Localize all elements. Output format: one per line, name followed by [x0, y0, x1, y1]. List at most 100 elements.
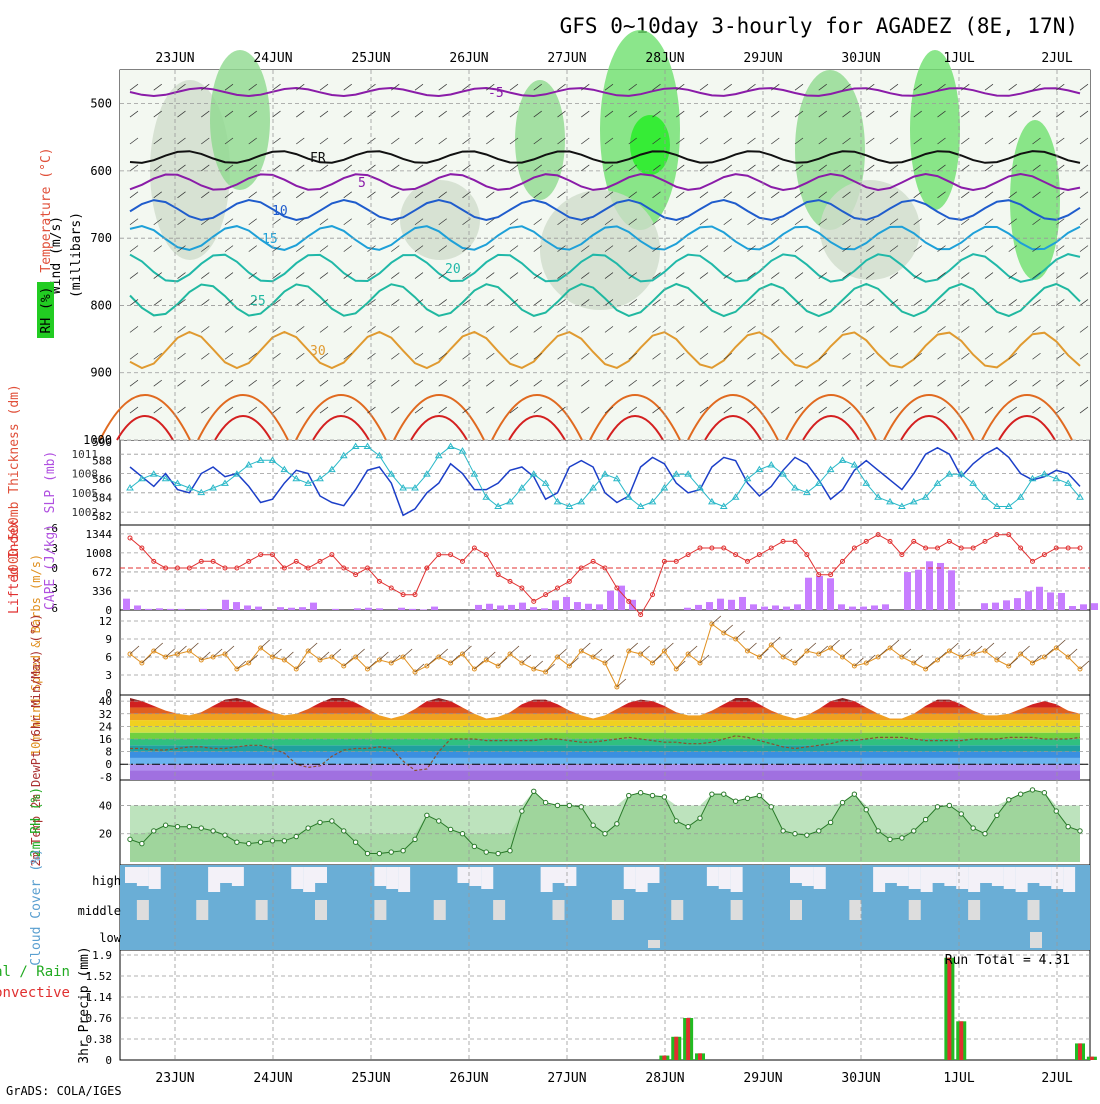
wind-speed-point [1030, 660, 1035, 666]
wind-barb [866, 406, 875, 414]
wind-barb [153, 352, 162, 360]
cape-tick-label: 336 [92, 585, 112, 598]
lifted-index-point [828, 572, 834, 578]
rh2m-point [210, 828, 216, 834]
lifted-index-point [709, 545, 715, 551]
wind-barb [391, 83, 400, 91]
wind-barb [794, 110, 804, 118]
rh2m-point [614, 821, 620, 827]
wind-barb [272, 299, 281, 306]
wind-barb [1032, 352, 1041, 360]
rh2m-point [970, 825, 976, 831]
wind-barb [604, 218, 614, 226]
isotherm-line [312, 415, 370, 441]
wind-barb [581, 245, 590, 252]
thickness-point [458, 447, 467, 454]
wind-barb [818, 164, 827, 172]
dewpoint-line [130, 735, 1081, 772]
cloud-high-gap [291, 867, 304, 889]
wind-barb [129, 191, 139, 199]
wind-barb [165, 648, 175, 658]
wind-barb [866, 110, 875, 118]
wind-barb [177, 379, 186, 387]
wind-speed-point [436, 654, 442, 660]
cloud-high-gap [932, 867, 945, 883]
lifted-index-point [495, 572, 501, 578]
wind-barb [1032, 137, 1041, 145]
wind-barb [296, 379, 305, 387]
wind-speed-point [875, 654, 881, 660]
wind-barb [248, 164, 257, 172]
wind-barb [1056, 352, 1065, 360]
rh2m-point [127, 836, 133, 843]
wind-barb [224, 406, 234, 414]
wind-barb [794, 218, 804, 226]
thickness-point [696, 484, 704, 491]
wind-barb [486, 83, 495, 91]
thickness-point [292, 474, 301, 482]
pressure-tick-label: 600 [90, 164, 112, 178]
cape-bar [255, 606, 262, 610]
date-tick-label-bottom: 27JUN [547, 1071, 586, 1086]
cape-tick-label: 1008 [86, 547, 113, 560]
wind-speed-point [721, 630, 727, 636]
rh2m-point [519, 808, 525, 814]
wind-barb [343, 137, 352, 145]
wind-barb [723, 218, 732, 226]
rh2m-point [863, 806, 869, 813]
lifted-index-point [590, 558, 596, 564]
lifted-index-point [768, 545, 774, 551]
wind-speed-point [946, 648, 952, 654]
wind-barb [961, 406, 970, 414]
rh2m-point [875, 828, 881, 834]
wind-barb [628, 137, 637, 145]
wind-barb [628, 218, 637, 226]
ylabel-temp2m: 2m Temp 2m DewPt (6hr Min/Max) (°C) [29, 614, 43, 867]
wind-barb [177, 191, 186, 199]
date-tick-label-top: 24JUN [253, 51, 292, 66]
wind-barb [177, 137, 186, 145]
isotherm-line [393, 394, 485, 441]
cloud-high-gap [540, 867, 553, 892]
cloud-middle-gap [552, 900, 565, 920]
cape-bar [475, 604, 482, 610]
thickness-point [268, 456, 277, 463]
wind-barb [937, 299, 946, 306]
wind-barb [533, 110, 542, 118]
wind-barb [628, 83, 637, 91]
cloud-high-gap [220, 867, 232, 883]
precip-tick-label: 1.52 [86, 970, 113, 983]
wind-barb [735, 630, 745, 640]
isotherm-label: 30 [310, 344, 326, 359]
wind-barb [604, 245, 614, 252]
wind-barb [652, 379, 661, 387]
lifted-index-point [198, 558, 204, 564]
cape-bar [816, 576, 823, 610]
cloud-high-gap [896, 867, 909, 886]
wind-barb [462, 326, 471, 333]
wind-speed-point [222, 651, 228, 657]
wind-barb [747, 379, 756, 387]
wind-speed-point [638, 651, 644, 657]
wind-barb [771, 191, 780, 199]
wind-barb [889, 164, 899, 172]
lifted-index-point [745, 558, 750, 564]
thickness-point [399, 484, 408, 491]
wind-barb [248, 654, 259, 664]
wind-speed-point [460, 651, 465, 657]
wind-barb [248, 326, 257, 333]
wind-barb [723, 110, 732, 118]
wind-barb [1032, 245, 1041, 252]
lifted-index-point [1053, 545, 1059, 551]
wind-barb [889, 83, 899, 91]
thickness-point [506, 497, 514, 505]
rh2m-point [222, 832, 228, 838]
lifted-index-point [329, 552, 335, 558]
cape-bar [409, 608, 416, 610]
rh2m-point [162, 822, 169, 828]
precip-conv-label: Convective [0, 985, 70, 1001]
cloud-high-gap [944, 867, 957, 886]
